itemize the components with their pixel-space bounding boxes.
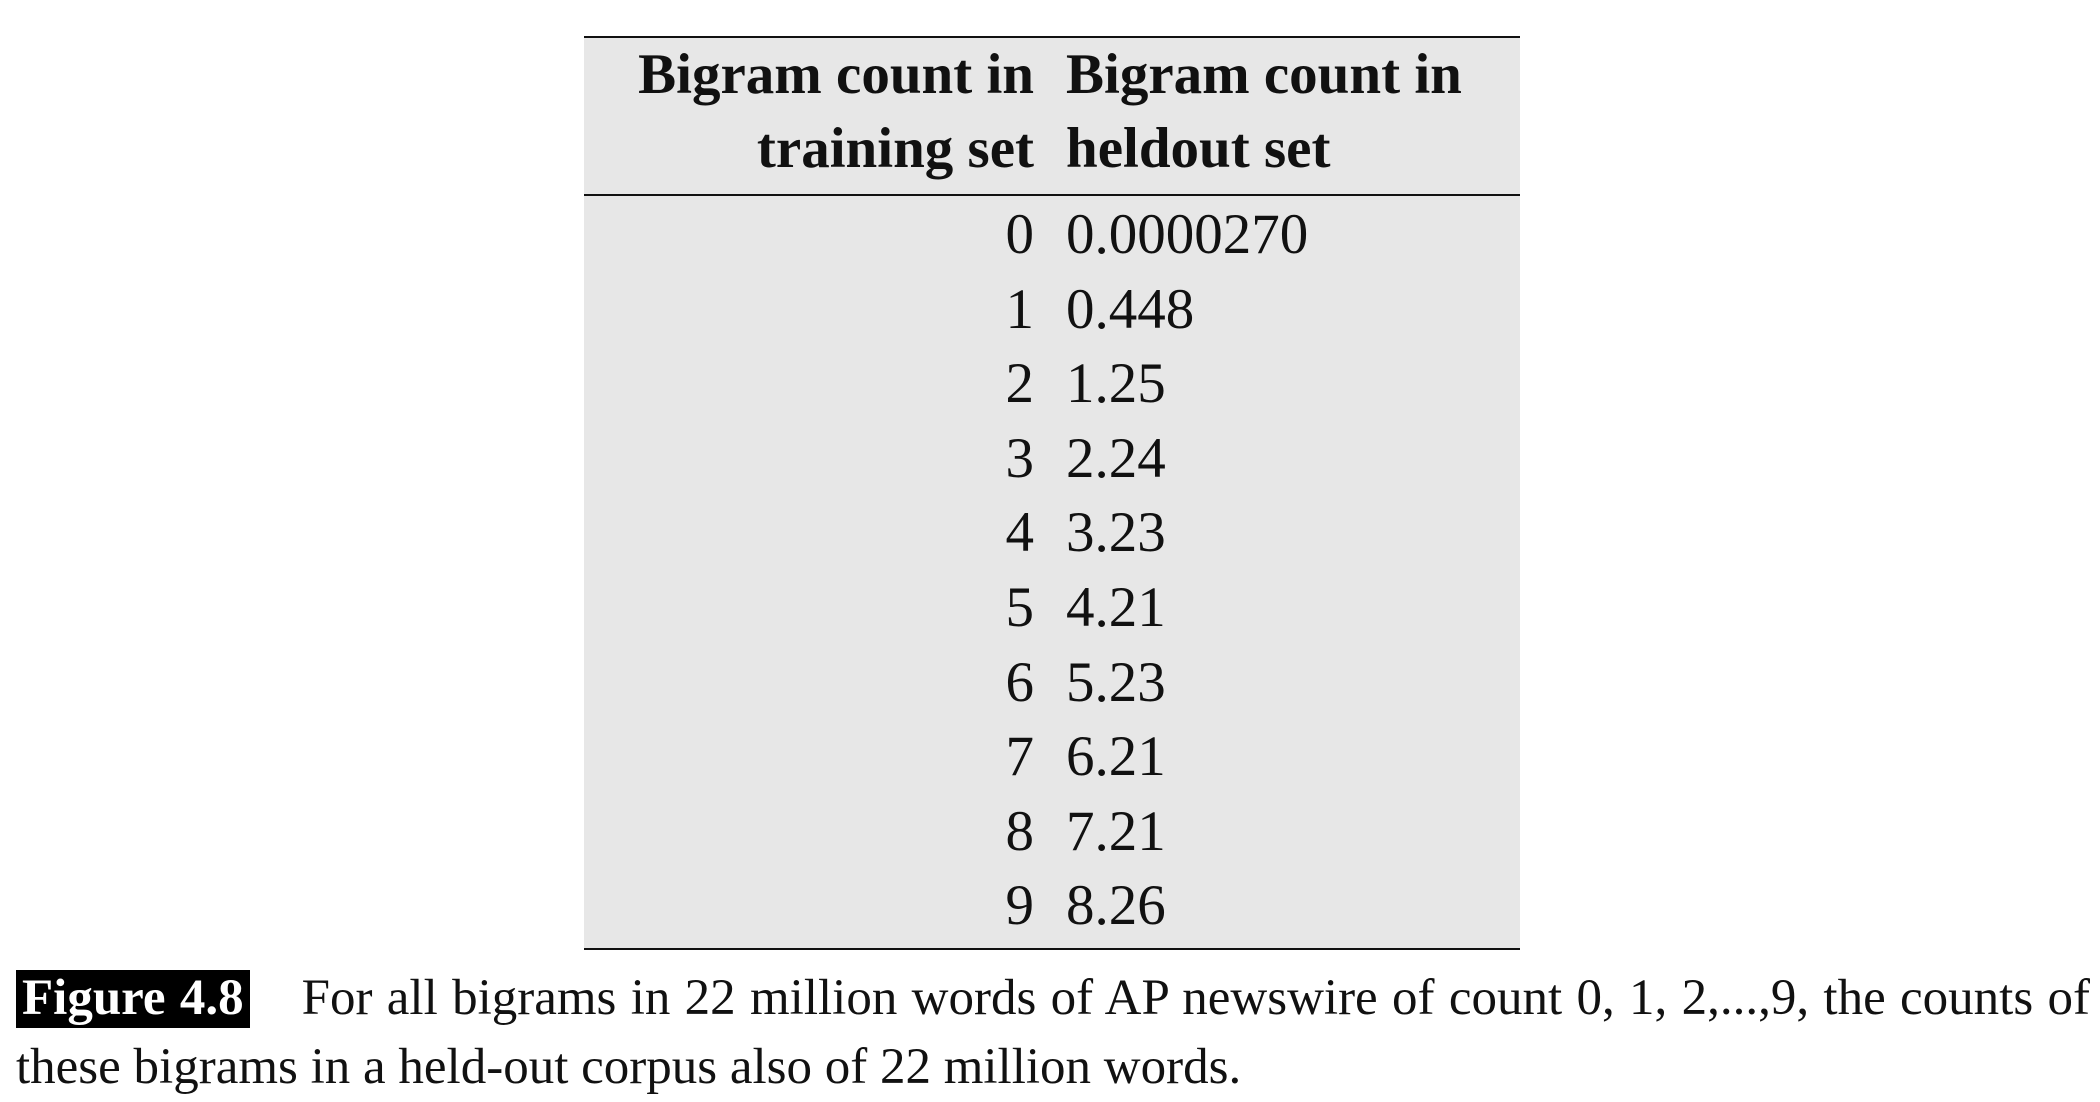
table-body: 0 0.0000270 1 0.448 2 1.25 3 2.24 4 3.23…: [584, 195, 1520, 948]
heldout-count-cell: 8.26: [1066, 874, 1166, 938]
table-row: 9 8.26: [584, 869, 1520, 948]
header-heldout-line2: heldout set: [1066, 117, 1331, 180]
bigram-count-table: Bigram count in training set Bigram coun…: [584, 38, 1520, 948]
header-heldout-count: Bigram count in heldout set: [1050, 38, 1520, 196]
heldout-count-cell: 0.0000270: [1066, 203, 1309, 266]
training-count-cell: 7: [1005, 725, 1035, 789]
heldout-count-cell: 7.21: [1066, 799, 1166, 863]
training-count-cell: 5: [1005, 575, 1035, 639]
training-count-cell: 0: [1005, 203, 1035, 266]
figure-caption: Figure 4.8 For all bigrams in 22 million …: [16, 964, 2090, 1102]
heldout-count-cell: 0.448: [1066, 277, 1195, 341]
heldout-count-cell: 3.23: [1066, 501, 1166, 565]
table-row: 5 4.21: [584, 571, 1520, 646]
training-count-cell: 2: [1005, 352, 1035, 416]
table-row: 7 6.21: [584, 720, 1520, 795]
training-count-cell: 1: [1005, 277, 1035, 341]
table-row: 8 7.21: [584, 795, 1520, 870]
heldout-count-cell: 2.24: [1066, 426, 1166, 490]
table-row: 1 0.448: [584, 273, 1520, 348]
table-row: 6 5.23: [584, 646, 1520, 721]
caption-text: For all bigrams in 22 million words of A…: [16, 970, 2090, 1095]
training-count-cell: 3: [1005, 426, 1035, 490]
training-count-cell: 8: [1005, 799, 1035, 863]
heldout-count-cell: 1.25: [1066, 352, 1166, 416]
table-row: 3 2.24: [584, 422, 1520, 497]
heldout-count-cell: 6.21: [1066, 725, 1166, 789]
header-heldout-line1: Bigram count in: [1066, 43, 1462, 106]
header-row: Bigram count in training set Bigram coun…: [584, 38, 1520, 196]
heldout-count-cell: 4.21: [1066, 575, 1166, 639]
training-count-cell: 9: [1005, 874, 1035, 938]
header-training-line2: training set: [756, 117, 1034, 180]
training-count-cell: 4: [1005, 501, 1035, 565]
table-header: Bigram count in training set Bigram coun…: [584, 38, 1520, 196]
table-row: 2 1.25: [584, 347, 1520, 422]
table-row: 0 0.0000270: [584, 195, 1520, 273]
header-training-line1: Bigram count in: [638, 43, 1034, 106]
header-training-count: Bigram count in training set: [584, 38, 1050, 196]
heldout-count-cell: 5.23: [1066, 650, 1166, 714]
bigram-count-table-container: Bigram count in training set Bigram coun…: [584, 36, 1520, 950]
training-count-cell: 6: [1005, 650, 1035, 714]
figure-label: Figure 4.8: [16, 970, 250, 1028]
table-row: 4 3.23: [584, 496, 1520, 571]
